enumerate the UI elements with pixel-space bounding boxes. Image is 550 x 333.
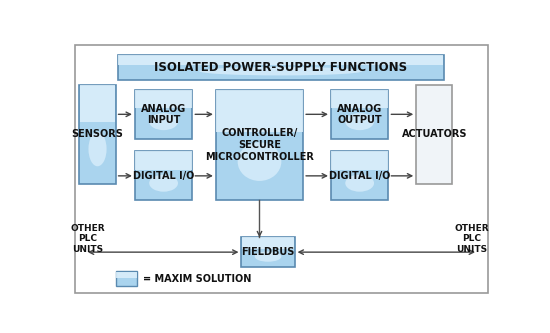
Bar	[79, 85, 116, 183]
Bar	[80, 85, 115, 122]
Bar	[331, 152, 388, 200]
Ellipse shape	[238, 142, 282, 181]
Bar	[116, 271, 137, 286]
Ellipse shape	[345, 113, 374, 130]
Bar	[118, 55, 443, 65]
Bar	[135, 90, 192, 139]
Bar	[135, 90, 192, 109]
Text: ANALOG
INPUT: ANALOG INPUT	[141, 104, 186, 125]
Text: ACTUATORS: ACTUATORS	[402, 129, 467, 139]
Text: DIGITAL I/O: DIGITAL I/O	[329, 171, 390, 181]
Bar	[331, 90, 388, 109]
Bar	[135, 152, 192, 200]
Bar	[118, 55, 444, 80]
Text: OTHER
PLC
UNITS: OTHER PLC UNITS	[70, 224, 105, 253]
Bar	[116, 272, 136, 278]
Bar	[216, 90, 303, 200]
Ellipse shape	[255, 251, 282, 262]
Text: DIGITAL I/O: DIGITAL I/O	[133, 171, 194, 181]
Bar	[331, 152, 388, 170]
Ellipse shape	[149, 174, 178, 192]
Text: CONTROLLER/
SECURE
MICROCONTROLLER: CONTROLLER/ SECURE MICROCONTROLLER	[205, 129, 314, 162]
Bar	[331, 90, 388, 139]
Bar	[135, 152, 192, 170]
Text: ANALOG
OUTPUT: ANALOG OUTPUT	[337, 104, 382, 125]
Text: = MAXIM SOLUTION: = MAXIM SOLUTION	[144, 274, 252, 284]
Bar	[216, 90, 302, 132]
Text: OTHER
PLC
UNITS: OTHER PLC UNITS	[454, 224, 489, 253]
Bar	[241, 237, 295, 267]
Text: ISOLATED POWER-SUPPLY FUNCTIONS: ISOLATED POWER-SUPPLY FUNCTIONS	[154, 61, 408, 74]
Ellipse shape	[89, 132, 107, 166]
Bar	[416, 85, 452, 183]
Text: SENSORS: SENSORS	[72, 129, 123, 139]
Ellipse shape	[149, 113, 178, 130]
Ellipse shape	[345, 174, 374, 192]
Text: FIELDBUS: FIELDBUS	[241, 247, 295, 257]
Ellipse shape	[199, 67, 362, 76]
Bar	[242, 237, 294, 249]
